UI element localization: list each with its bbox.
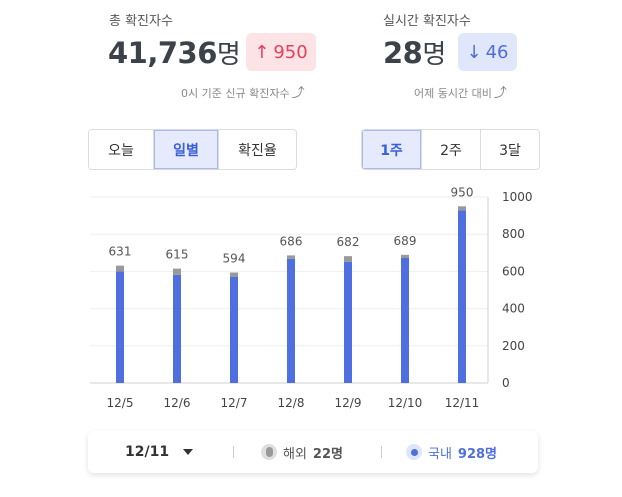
date-selector[interactable]: 12/11: [125, 444, 194, 460]
tab-daily[interactable]: 일별: [154, 130, 219, 169]
bar-value-label: 594: [223, 252, 246, 266]
total-confirmed-number: 41,736: [108, 36, 217, 70]
selected-day-summary: 12/11 해외 22명 국내 928명: [88, 431, 538, 473]
realtime-note-text: 어제 동시간 대비: [414, 87, 492, 100]
bar-overseas: [458, 206, 466, 211]
bar-value-label: 689: [394, 234, 417, 248]
curved-arrow-icon: ⤴: [291, 86, 305, 101]
x-tick-label: 12/6: [164, 396, 191, 410]
selected-date: 12/11: [125, 444, 170, 460]
realtime-confirmed-unit: 명: [422, 40, 446, 70]
realtime-decrease-badge: ↓ 46: [458, 33, 517, 71]
curved-arrow-icon: ⤴: [493, 86, 507, 101]
bar-overseas: [401, 254, 409, 259]
bar-domestic: [344, 261, 352, 383]
total-increase-value: 950: [273, 41, 308, 63]
x-tick-label: 12/9: [335, 396, 362, 410]
bar-value-label: 950: [451, 185, 474, 199]
total-confirmed-label: 총 확진자수: [109, 14, 173, 29]
overseas-label: 해외: [283, 446, 307, 462]
domestic-value: 928명: [457, 446, 498, 462]
bar-domestic: [116, 271, 124, 383]
tab-3-months[interactable]: 3달: [481, 130, 539, 169]
bar-domestic: [401, 258, 409, 383]
bar-value-label: 631: [109, 245, 132, 259]
divider: [233, 446, 234, 458]
realtime-confirmed-number: 28: [383, 36, 423, 70]
arrow-down-icon: ↓: [466, 41, 482, 63]
legend-domestic: 국내 928명: [406, 443, 497, 462]
bar-domestic: [458, 210, 466, 383]
realtime-confirmed-value: 28명: [383, 34, 446, 71]
y-tick-label: 1000: [502, 190, 533, 204]
bar-overseas: [344, 256, 352, 262]
bar-value-label: 686: [280, 234, 303, 248]
caret-down-icon: [183, 449, 194, 455]
bar-value-label: 682: [337, 235, 360, 249]
divider: [381, 446, 382, 458]
bar-overseas: [230, 272, 238, 277]
total-note: 0시 기준 신규 확진자수 ⤴: [181, 82, 305, 101]
overseas-value: 22명: [312, 446, 343, 462]
bar-domestic: [173, 274, 181, 383]
x-tick-label: 12/10: [388, 396, 423, 410]
y-tick-label: 200: [502, 339, 525, 353]
y-tick-label: 800: [502, 227, 525, 241]
bar-overseas: [173, 268, 181, 275]
x-tick-label: 12/8: [278, 396, 305, 410]
tab-1-week[interactable]: 1주: [362, 130, 422, 169]
bar-overseas: [116, 265, 124, 272]
total-increase-badge: ↑ 950: [246, 33, 316, 71]
realtime-decrease-value: 46: [485, 41, 509, 63]
bar-value-label: 615: [166, 248, 189, 262]
x-tick-label: 12/11: [445, 396, 480, 410]
legend-overseas: 해외 22명: [261, 443, 343, 462]
total-confirmed-unit: 명: [216, 40, 241, 70]
y-tick-label: 600: [502, 264, 525, 278]
total-confirmed-value: 41,736명: [108, 34, 241, 71]
realtime-note: 어제 동시간 대비 ⤴: [414, 82, 507, 101]
domestic-dot-icon: [406, 444, 422, 460]
arrow-up-icon: ↑: [254, 41, 270, 63]
x-tick-label: 12/7: [221, 396, 248, 410]
total-note-text: 0시 기준 신규 확진자수: [181, 87, 290, 100]
bar-domestic: [287, 258, 295, 383]
domestic-label: 국내: [428, 446, 452, 462]
daily-confirmed-chart: 0 200 400 600 800 1000 631 12/5 615 12/6 594 12/7 68…: [90, 185, 533, 410]
tab-today[interactable]: 오늘: [89, 130, 154, 169]
y-tick-label: 0: [502, 376, 510, 390]
bar-overseas: [287, 255, 295, 259]
realtime-confirmed-label: 실시간 확진자수: [383, 14, 471, 29]
view-tabs: 오늘 일별 확진율: [88, 129, 297, 170]
tab-2-weeks[interactable]: 2주: [422, 130, 481, 169]
y-tick-label: 400: [502, 302, 525, 316]
tab-rate[interactable]: 확진율: [219, 130, 296, 169]
bar-domestic: [230, 276, 238, 383]
overseas-dot-icon: [261, 444, 277, 460]
x-tick-label: 12/5: [107, 396, 134, 410]
period-tabs: 1주 2주 3달: [361, 129, 540, 170]
